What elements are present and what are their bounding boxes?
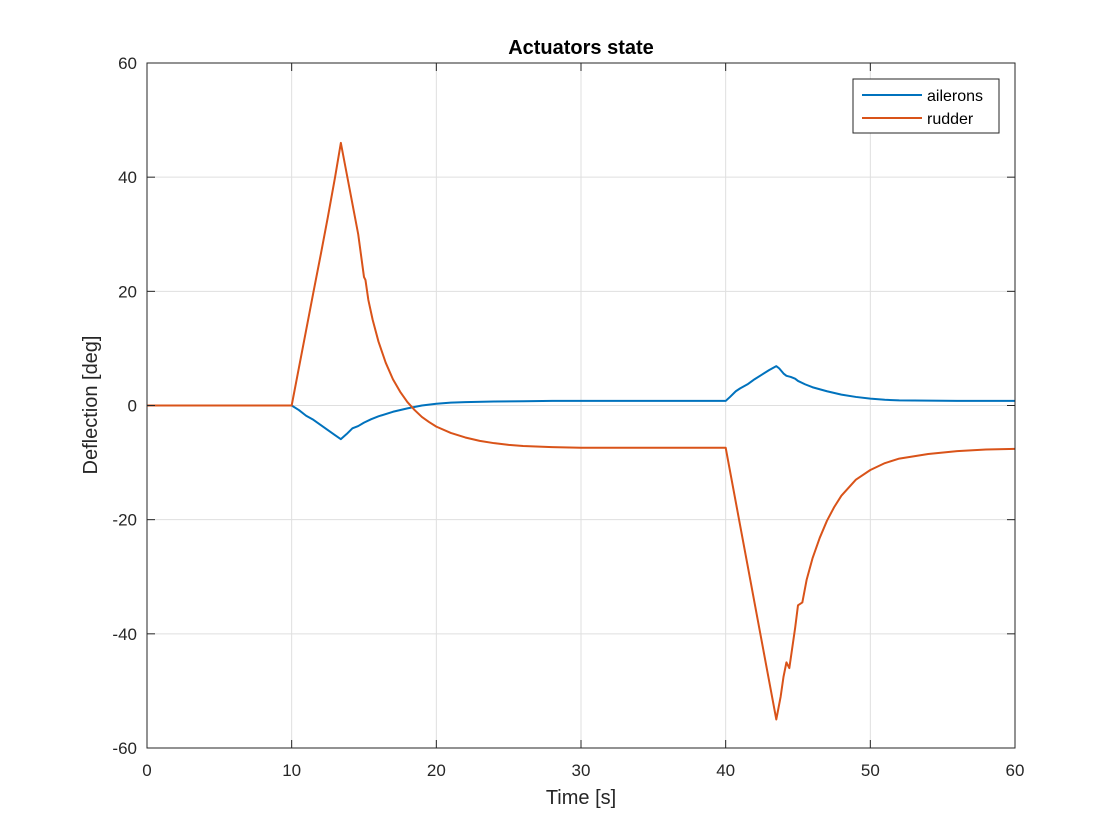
legend-box xyxy=(852,78,1000,134)
x-tick-label: 20 xyxy=(427,761,446,780)
x-tick-label: 10 xyxy=(282,761,301,780)
series-line-ailerons xyxy=(147,365,1015,441)
legend-label-ailerons: ailerons xyxy=(927,88,983,105)
y-tick-label: 40 xyxy=(118,168,137,187)
y-axis-label: Deflection [deg] xyxy=(80,336,102,475)
x-tick-label: 40 xyxy=(716,761,735,780)
series-line-rudder xyxy=(147,141,1016,721)
y-tick-label: 20 xyxy=(118,282,137,301)
legend: ailerons rudder xyxy=(852,78,1000,134)
y-tick-label: -40 xyxy=(112,625,137,644)
x-tick-label: 30 xyxy=(572,761,591,780)
y-tick-label: -20 xyxy=(112,511,137,530)
axis-ticks: 0 10 20 30 40 50 60 -60 -40 -20 0 20 40 60 xyxy=(112,54,1024,780)
series-lines xyxy=(147,141,1016,721)
y-tick-label: 60 xyxy=(118,54,137,73)
y-tick-label: -60 xyxy=(112,739,137,758)
x-axis-label: Time [s] xyxy=(546,787,616,809)
x-tick-label: 0 xyxy=(142,761,151,780)
y-tick-label: 0 xyxy=(128,397,137,416)
x-tick-label: 60 xyxy=(1006,761,1025,780)
x-tick-label: 50 xyxy=(861,761,880,780)
chart-title: Actuators state xyxy=(508,37,654,59)
legend-label-rudder: rudder xyxy=(927,111,974,128)
